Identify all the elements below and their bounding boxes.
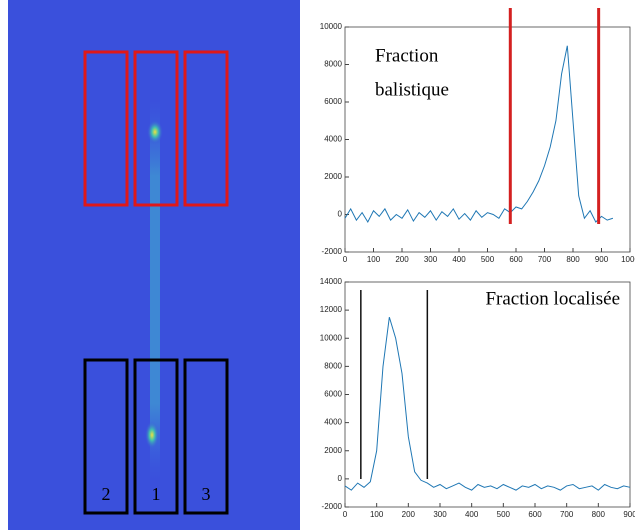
y-tick-label: 10000 <box>320 22 343 31</box>
annotation: Fraction <box>375 45 439 66</box>
x-tick-label: 400 <box>465 510 479 519</box>
y-tick-label: 0 <box>338 210 343 219</box>
x-tick-label: 700 <box>560 510 574 519</box>
x-tick-label: 0 <box>343 255 348 264</box>
box-label: 3 <box>202 484 211 504</box>
x-tick-label: 100 <box>367 255 381 264</box>
data-line <box>344 45 614 224</box>
x-tick-label: 900 <box>623 510 635 519</box>
y-tick-label: 12000 <box>320 305 343 314</box>
box <box>83 358 129 515</box>
camera-image: 2 1 3 <box>8 0 300 530</box>
x-tick-label: 200 <box>395 255 409 264</box>
hot-spot <box>147 120 163 144</box>
x-tick-label: 100 <box>370 510 384 519</box>
x-tick-label: 900 <box>595 255 609 264</box>
box-label: 1 <box>152 484 161 504</box>
x-tick-label: 1000 <box>621 255 635 264</box>
streak <box>150 100 160 480</box>
box <box>133 358 179 515</box>
x-tick-label: 200 <box>402 510 416 519</box>
y-tick-label: 4000 <box>324 418 342 427</box>
box <box>183 50 229 207</box>
annotation: Fraction localisée <box>485 288 620 309</box>
annotation: balistique <box>375 79 449 100</box>
y-tick-label: 8000 <box>324 60 342 69</box>
y-tick-label: 0 <box>338 474 343 483</box>
y-tick-label: 6000 <box>324 390 342 399</box>
x-tick-label: 800 <box>592 510 606 519</box>
x-tick-label: 800 <box>566 255 580 264</box>
x-tick-label: 700 <box>538 255 552 264</box>
red-boxes <box>83 50 229 207</box>
box <box>133 50 179 207</box>
box-label: 2 <box>102 484 111 504</box>
y-tick-label: 2000 <box>324 446 342 455</box>
box <box>83 50 129 207</box>
box <box>183 358 229 515</box>
black-boxes <box>83 358 229 515</box>
x-tick-label: 600 <box>509 255 523 264</box>
x-tick-label: 300 <box>424 255 438 264</box>
y-tick-label: 6000 <box>324 97 342 106</box>
hot-spot <box>145 421 159 449</box>
x-tick-label: 0 <box>343 510 348 519</box>
y-tick-label: 8000 <box>324 361 342 370</box>
data-line <box>344 317 631 491</box>
x-tick-label: 400 <box>452 255 466 264</box>
x-tick-label: 500 <box>497 510 511 519</box>
x-tick-label: 500 <box>481 255 495 264</box>
y-tick-label: 4000 <box>324 135 342 144</box>
y-tick-label: 14000 <box>320 277 343 286</box>
y-tick-label: -2000 <box>322 502 343 511</box>
x-tick-label: 600 <box>528 510 542 519</box>
y-tick-label: 2000 <box>324 172 342 181</box>
x-tick-label: 300 <box>433 510 447 519</box>
plot-frame <box>344 281 631 508</box>
y-tick-label: 10000 <box>320 333 343 342</box>
y-tick-label: -2000 <box>322 247 343 256</box>
